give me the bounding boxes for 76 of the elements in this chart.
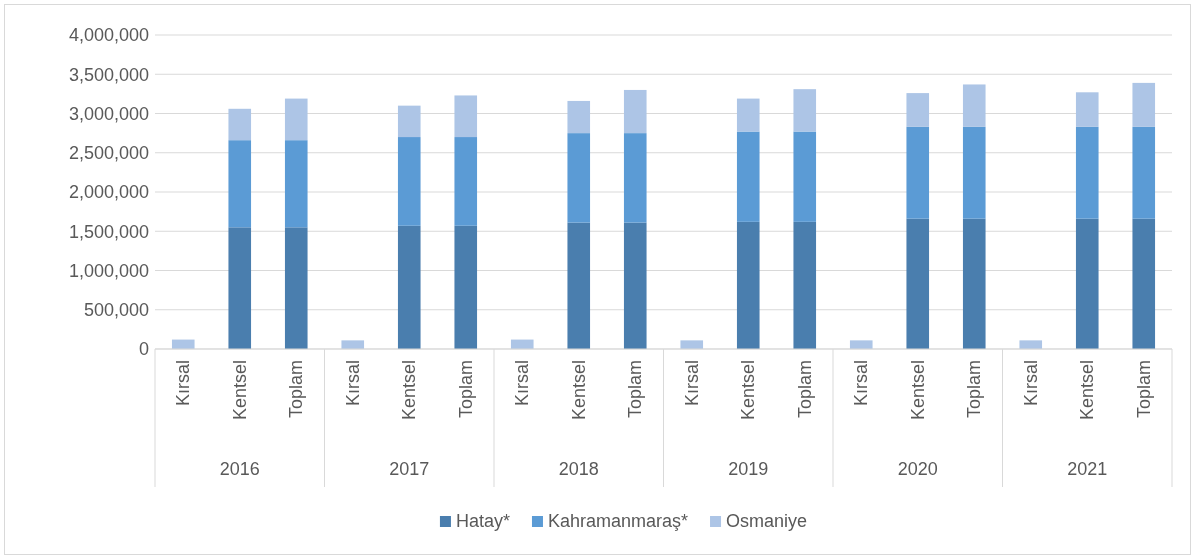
bar (906, 93, 930, 127)
bar (793, 89, 817, 132)
y-tick-label: 3,000,000 (68, 103, 149, 124)
bar (736, 131, 760, 222)
bar (284, 227, 308, 349)
x-tick-label: Kırsal (342, 360, 363, 407)
bar (1075, 126, 1099, 219)
x-tick-label: Kentsel (738, 360, 759, 421)
y-tick-label: 2,000,000 (68, 182, 149, 203)
bar (962, 126, 986, 219)
bar (228, 227, 252, 349)
bar (284, 140, 308, 228)
bar (1019, 340, 1043, 349)
bar (228, 140, 252, 228)
bar (454, 225, 478, 349)
bar (623, 89, 647, 134)
bar (567, 133, 591, 223)
x-tick-label: Toplam (625, 360, 646, 419)
y-tick-label: 500,000 (83, 300, 149, 321)
bar (567, 100, 591, 134)
x-tick-label: Toplam (794, 360, 815, 419)
x-tick-label: Kentsel (568, 360, 589, 421)
bar (680, 340, 704, 349)
x-tick-label: Kentsel (907, 360, 928, 421)
bar (849, 340, 873, 349)
x-tick-label: Kentsel (229, 360, 250, 421)
text: 2021 (1067, 459, 1108, 479)
x-tick-label: Toplam (455, 360, 476, 419)
bar (793, 131, 817, 222)
x-tick-label: Toplam (286, 360, 307, 419)
bar (454, 137, 478, 226)
bar (962, 84, 986, 127)
x-tick-label: Kırsal (681, 360, 702, 407)
bar (736, 221, 760, 349)
x-tick-label: Kentsel (399, 360, 420, 421)
y-tick-label: 3,500,000 (68, 64, 149, 85)
bar (454, 95, 478, 138)
bar (1132, 82, 1156, 127)
y-tick-label: 0 (138, 339, 149, 360)
legend-label: Osmaniye (726, 511, 808, 531)
bar (567, 222, 591, 349)
x-tick-label: Toplam (964, 360, 985, 419)
text: 2019 (728, 459, 769, 479)
x-tick-label: Kırsal (1020, 360, 1041, 407)
bar (1075, 218, 1099, 349)
bar (793, 221, 817, 349)
x-tick-label: Toplam (1133, 360, 1154, 419)
bar (397, 225, 421, 349)
bar (623, 222, 647, 349)
y-tick-label: 2,500,000 (68, 143, 149, 164)
text: 2018 (558, 459, 599, 479)
bar (962, 218, 986, 349)
text: 2020 (897, 459, 938, 479)
bar (1132, 218, 1156, 349)
bar (284, 98, 308, 141)
bar (341, 340, 365, 349)
x-tick-label: Kırsal (173, 360, 194, 407)
bar (623, 133, 647, 223)
x-tick-label: Kentsel (1077, 360, 1098, 421)
x-tick-label: Kırsal (512, 360, 533, 407)
text: 2017 (389, 459, 430, 479)
legend-label: Kahramanmaraş* (547, 511, 689, 531)
bar (736, 98, 760, 132)
bar (906, 126, 930, 219)
legend-label: Hatay* (455, 511, 510, 531)
y-tick-label: 1,000,000 (68, 260, 149, 281)
y-tick-label: 1,500,000 (68, 221, 149, 242)
x-tick-label: Kırsal (851, 360, 872, 407)
bar (1075, 92, 1099, 127)
text: 2016 (219, 459, 260, 479)
bar (906, 218, 930, 349)
bar (1132, 126, 1156, 219)
y-tick-label: 4,000,000 (68, 25, 149, 46)
bar (397, 137, 421, 226)
bar (397, 105, 421, 138)
bar (228, 108, 252, 141)
